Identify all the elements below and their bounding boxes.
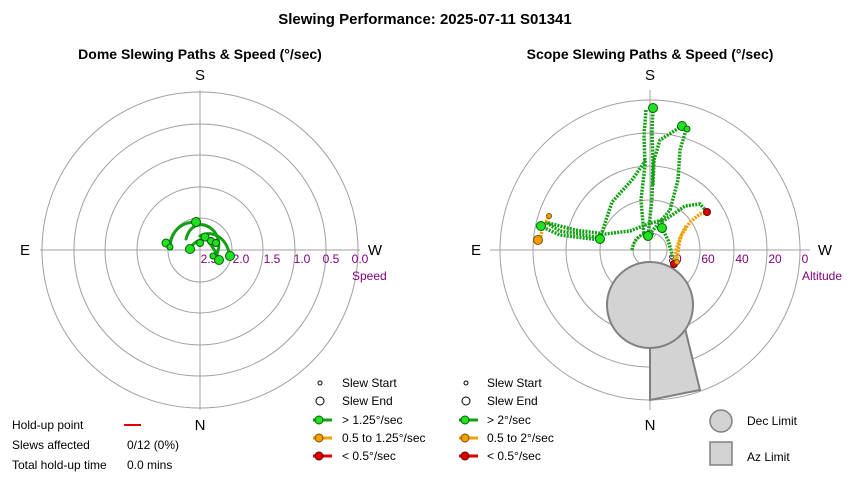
dome-chart: Dome Slewing Paths & Speed (°/sec) S N E… xyxy=(20,46,387,434)
legend-slew-end-label: Slew End xyxy=(342,394,393,408)
dome-slew-path xyxy=(184,223,221,258)
legend-medium-label: 0.5 to 2°/sec xyxy=(487,431,554,445)
legend-fast-symbol xyxy=(460,415,470,425)
scope-slew-path-medium xyxy=(675,225,688,263)
scope-slew-start-point xyxy=(648,103,658,113)
legend-az-limit-symbol xyxy=(709,441,733,466)
scope-slew-path xyxy=(661,202,709,224)
scope-slew-path xyxy=(544,218,663,236)
slews-affected-label: Slews affected xyxy=(12,438,90,452)
scope-slew-path xyxy=(646,129,688,238)
scope-slew-start-point xyxy=(533,235,543,245)
scope-slew-path xyxy=(651,124,683,186)
dome-dir-left: E xyxy=(20,242,30,259)
scope-slew-path xyxy=(539,224,601,242)
holdup-summary: Hold-up point Slews affected 0/12 (0%) T… xyxy=(12,418,179,472)
dome-slew-start-point xyxy=(185,244,195,254)
dome-slew-start-point xyxy=(191,217,201,227)
legend-fast-label: > 2°/sec xyxy=(487,413,531,427)
dome-tick-label: 1.0 xyxy=(294,252,311,266)
dome-radial-label: Speed xyxy=(352,269,387,283)
dome-slew-start-point xyxy=(196,239,204,247)
scope-slew-start-point xyxy=(657,223,667,233)
scope-dir-left: E xyxy=(471,242,481,259)
dome-dir-bottom: N xyxy=(195,417,206,434)
scope-slew-points xyxy=(533,103,711,268)
dome-slew-path xyxy=(168,220,198,247)
scope-tick-label: 40 xyxy=(735,252,749,266)
dec-limit-region xyxy=(606,261,694,349)
scope-slew-start-point xyxy=(536,221,546,231)
scope-radial-label: Altitude xyxy=(802,269,842,283)
holdup-point-label: Hold-up point xyxy=(12,418,84,432)
legend-slew-end-symbol xyxy=(315,396,325,406)
scope-slew-paths-fast xyxy=(539,107,709,263)
legend-fast-symbol xyxy=(314,415,324,425)
legend-slew-start-label: Slew Start xyxy=(487,376,542,390)
dome-dir-top: S xyxy=(195,67,205,84)
scope-chart-title: Scope Slewing Paths & Speed (°/sec) xyxy=(527,46,774,62)
scope-slew-start-point xyxy=(703,208,711,216)
scope-slew-start-point xyxy=(546,213,552,219)
legend-medium-label: 0.5 to 1.25°/sec xyxy=(342,431,426,445)
legend-slew-start-symbol xyxy=(463,380,469,386)
dome-slew-start-point xyxy=(209,252,217,260)
legend-slew-end-symbol xyxy=(461,396,471,406)
total-holdup-value: 0.0 mins xyxy=(127,458,172,472)
scope-slew-path xyxy=(544,220,601,240)
scope-chart: Scope Slewing Paths & Speed (°/sec) S N … xyxy=(471,46,842,434)
scope-dir-right: W xyxy=(818,242,833,259)
scope-slew-path xyxy=(639,109,648,236)
legend-dec-limit-symbol xyxy=(709,409,733,433)
legend-slow-symbol xyxy=(314,451,324,461)
legend-slow-label: < 0.5°/sec xyxy=(342,449,396,463)
dome-chart-title: Dome Slewing Paths & Speed (°/sec) xyxy=(78,46,322,62)
legend-slew-start-symbol xyxy=(317,380,323,386)
scope-dir-top: S xyxy=(645,67,655,84)
scope-dir-bottom: N xyxy=(645,417,656,434)
legend-slow-symbol xyxy=(460,451,470,461)
scope-tick-label: 60 xyxy=(701,252,715,266)
dome-tick-label: 0.5 xyxy=(323,252,340,266)
legend-fast-label: > 1.25°/sec xyxy=(342,413,403,427)
dome-tick-label: 2.0 xyxy=(233,252,250,266)
scope-tick-label: 20 xyxy=(768,252,782,266)
dome-tick-label: 0.0 xyxy=(352,252,369,266)
legend-az-limit-label: Az Limit xyxy=(747,450,790,464)
scope-slew-start-point xyxy=(683,125,691,133)
legend-medium-symbol xyxy=(460,433,470,443)
scope-slew-path xyxy=(646,107,655,237)
dome-slew-start-point xyxy=(214,255,224,265)
dome-legend: Slew Start Slew End > 1.25°/sec 0.5 to 1… xyxy=(313,376,426,463)
dome-slew-start-point xyxy=(200,232,210,242)
legend-dec-limit-label: Dec Limit xyxy=(747,414,798,428)
scope-legend: Slew Start Slew End > 2°/sec 0.5 to 2°/s… xyxy=(459,376,554,463)
limit-legend: Dec Limit Az Limit xyxy=(709,409,798,466)
page-title: Slewing Performance: 2025-07-11 S01341 xyxy=(278,11,572,28)
dome-slew-start-point xyxy=(166,243,174,251)
dome-tick-label: 1.5 xyxy=(264,252,281,266)
legend-slow-label: < 0.5°/sec xyxy=(487,449,541,463)
dome-slew-points xyxy=(161,217,235,265)
total-holdup-label: Total hold-up time xyxy=(12,458,107,472)
scope-slew-start-point xyxy=(674,259,680,265)
scope-slew-path xyxy=(660,227,675,263)
dome-dir-right: W xyxy=(368,242,383,259)
legend-slew-start-label: Slew Start xyxy=(342,376,397,390)
scope-slew-start-point xyxy=(643,231,653,241)
scope-slew-path xyxy=(598,158,648,239)
slews-affected-value: 0/12 (0%) xyxy=(127,438,179,452)
dome-slew-start-point xyxy=(225,251,235,261)
dome-slew-start-point xyxy=(212,239,220,247)
scope-tick-label: 0 xyxy=(802,252,809,266)
scope-slew-start-point xyxy=(595,234,605,244)
scope-slew-path-medium xyxy=(672,210,709,265)
legend-slew-end-label: Slew End xyxy=(487,394,538,408)
legend-medium-symbol xyxy=(314,433,324,443)
scope-slew-paths-medium xyxy=(538,210,709,265)
